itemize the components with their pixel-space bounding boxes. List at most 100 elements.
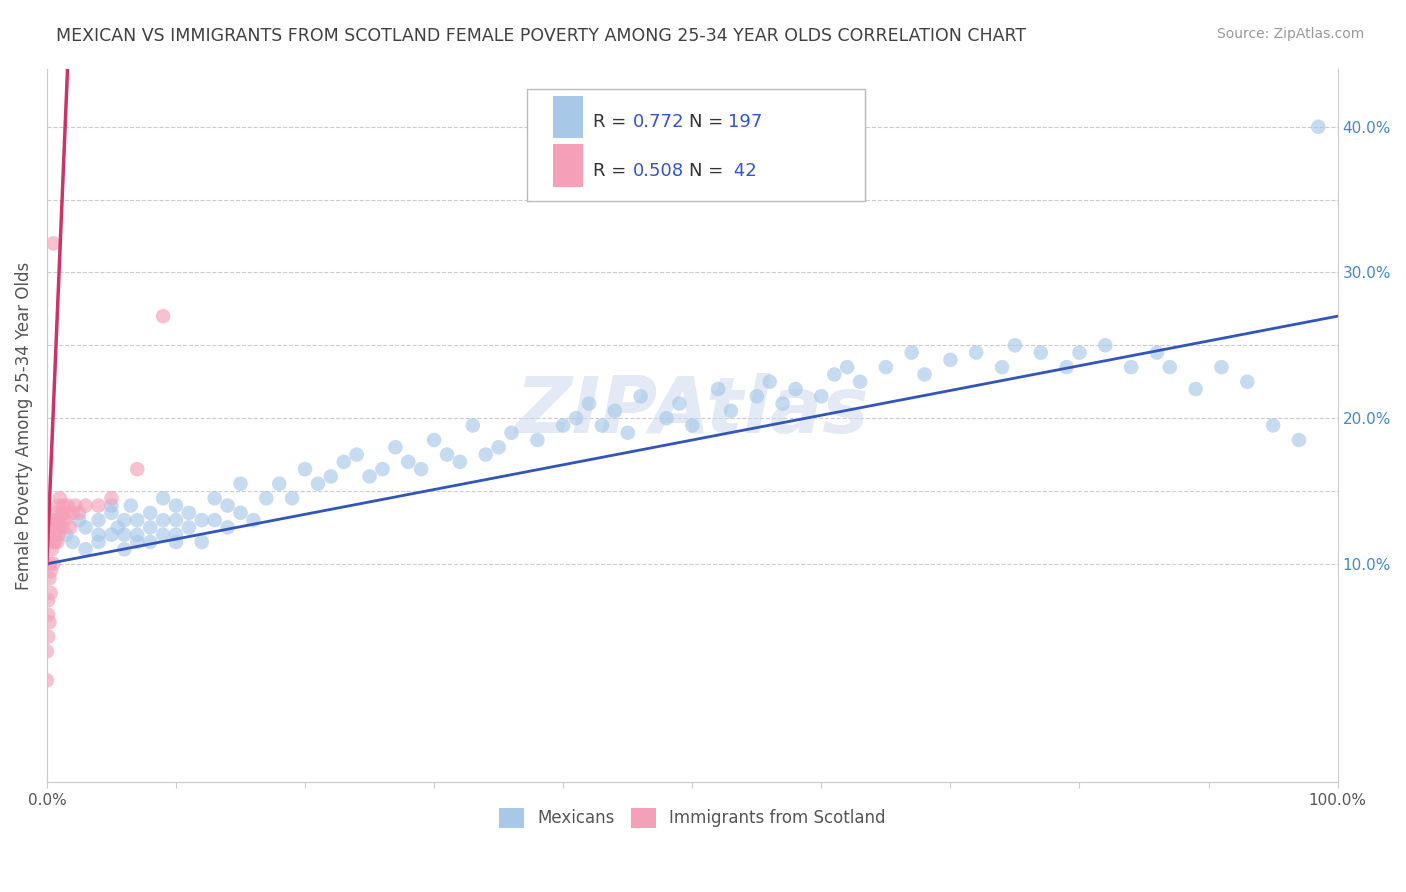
Text: R =: R = — [593, 161, 633, 179]
Point — [139, 506, 162, 520]
Point — [1094, 338, 1116, 352]
Point — [810, 389, 832, 403]
Point — [107, 520, 129, 534]
Text: 197: 197 — [728, 113, 762, 131]
Point — [823, 368, 845, 382]
Point — [655, 411, 678, 425]
Point — [436, 448, 458, 462]
Point — [127, 527, 149, 541]
Point — [45, 527, 67, 541]
Point — [1184, 382, 1206, 396]
Point — [51, 520, 73, 534]
Point — [45, 506, 67, 520]
Point — [217, 499, 239, 513]
Point — [1236, 375, 1258, 389]
Point — [411, 462, 433, 476]
Point — [217, 520, 239, 534]
Point — [1159, 360, 1181, 375]
Point — [1261, 418, 1284, 433]
Point — [191, 535, 214, 549]
Point — [37, 630, 59, 644]
Point — [359, 469, 381, 483]
Point — [319, 469, 342, 483]
Point — [35, 644, 58, 658]
Point — [461, 418, 484, 433]
Point — [46, 535, 69, 549]
Point — [59, 520, 82, 534]
Point — [41, 520, 63, 534]
Point — [42, 236, 65, 251]
Point — [875, 360, 897, 375]
Point — [87, 513, 110, 527]
Text: Source: ZipAtlas.com: Source: ZipAtlas.com — [1216, 27, 1364, 41]
Point — [165, 535, 187, 549]
Legend: Mexicans, Immigrants from Scotland: Mexicans, Immigrants from Scotland — [492, 801, 893, 835]
Text: 0.508: 0.508 — [633, 161, 683, 179]
Point — [449, 455, 471, 469]
Point — [100, 499, 122, 513]
Point — [100, 527, 122, 541]
Point — [87, 499, 110, 513]
Point — [38, 571, 60, 585]
Point — [423, 433, 446, 447]
Point — [67, 506, 90, 520]
Point — [38, 615, 60, 629]
Point — [1308, 120, 1330, 134]
Point — [914, 368, 936, 382]
Text: MEXICAN VS IMMIGRANTS FROM SCOTLAND FEMALE POVERTY AMONG 25-34 YEAR OLDS CORRELA: MEXICAN VS IMMIGRANTS FROM SCOTLAND FEMA… — [56, 27, 1026, 45]
Point — [1146, 345, 1168, 359]
Point — [139, 535, 162, 549]
Point — [42, 557, 65, 571]
Point — [49, 491, 72, 506]
Point — [152, 491, 174, 506]
Point — [501, 425, 523, 440]
Point — [165, 513, 187, 527]
Point — [616, 425, 638, 440]
Point — [87, 535, 110, 549]
Point — [112, 527, 135, 541]
Point — [75, 499, 97, 513]
Point — [46, 513, 69, 527]
Point — [42, 535, 65, 549]
Point — [254, 491, 277, 506]
Point — [204, 491, 226, 506]
Point — [191, 513, 214, 527]
Point — [346, 448, 368, 462]
Point — [591, 418, 613, 433]
Point — [526, 433, 548, 447]
Text: N =: N = — [689, 113, 728, 131]
Point — [165, 499, 187, 513]
Point — [837, 360, 859, 375]
Point — [307, 476, 329, 491]
Point — [488, 440, 510, 454]
Point — [165, 527, 187, 541]
Point — [553, 418, 575, 433]
Point — [965, 345, 987, 359]
Point — [371, 462, 394, 476]
Point — [474, 448, 496, 462]
Text: ZIPAtlas: ZIPAtlas — [516, 373, 869, 450]
Point — [42, 513, 65, 527]
Point — [242, 513, 264, 527]
Point — [41, 542, 63, 557]
Y-axis label: Female Poverty Among 25-34 Year Olds: Female Poverty Among 25-34 Year Olds — [15, 261, 32, 590]
Text: 0.772: 0.772 — [633, 113, 685, 131]
Point — [112, 542, 135, 557]
Point — [75, 542, 97, 557]
Point — [1069, 345, 1091, 359]
Point — [229, 476, 252, 491]
Point — [152, 513, 174, 527]
Point — [745, 389, 768, 403]
Point — [900, 345, 922, 359]
Point — [62, 535, 84, 549]
Text: 42: 42 — [728, 161, 756, 179]
Point — [294, 462, 316, 476]
Point — [55, 527, 77, 541]
Point — [849, 375, 872, 389]
Point — [44, 535, 66, 549]
Point — [127, 535, 149, 549]
Point — [52, 499, 75, 513]
Point — [152, 527, 174, 541]
Point — [177, 520, 200, 534]
Point — [44, 520, 66, 534]
